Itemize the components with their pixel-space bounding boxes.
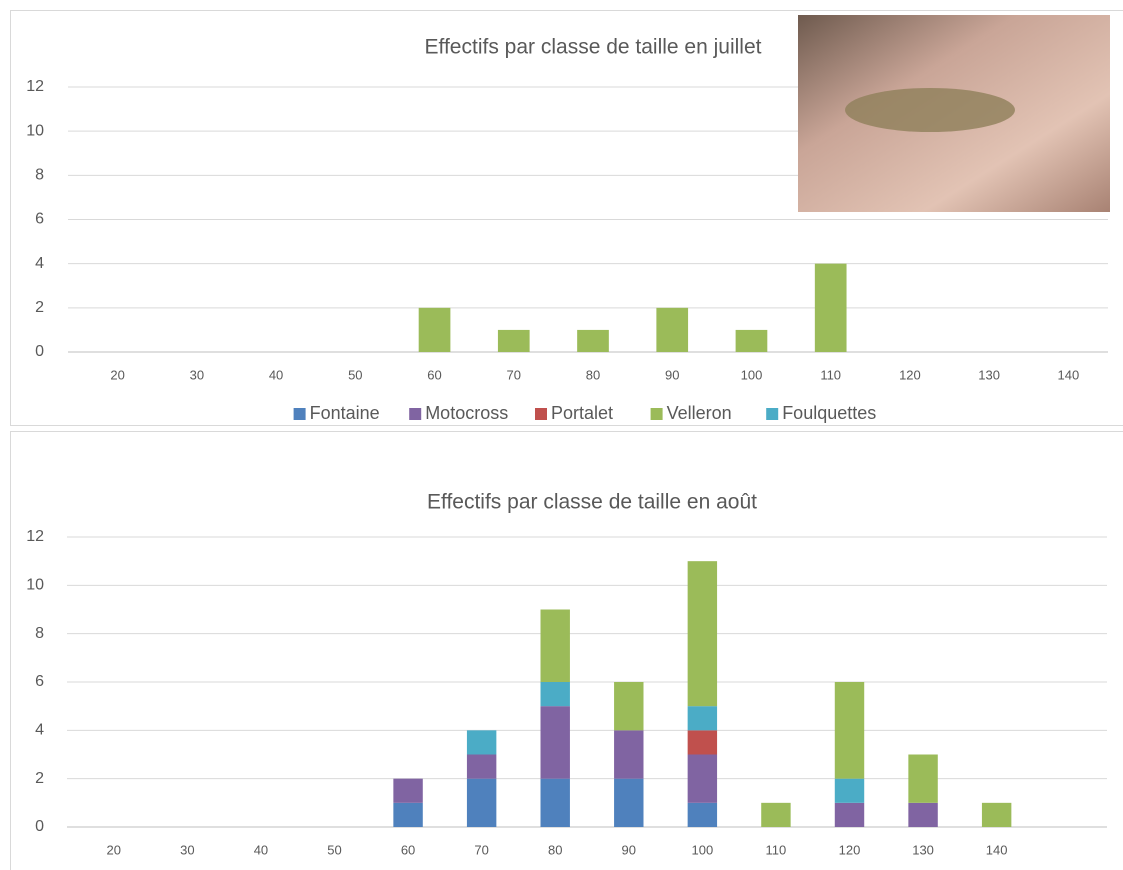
bar-segment: [540, 609, 570, 682]
bar-segment: [466, 778, 497, 827]
y-tick-label: 2: [35, 770, 44, 787]
legend-label: Foulquettes: [782, 403, 876, 423]
bar-segment: [687, 754, 718, 803]
bar-segment: [834, 802, 865, 827]
legend-swatch: [650, 408, 663, 420]
x-tick-label: 40: [269, 367, 283, 382]
bar-segment: [687, 802, 718, 827]
bar-segment: [614, 682, 644, 731]
bar-segment: [761, 802, 791, 827]
x-tick-label: 40: [254, 842, 268, 857]
bar-segment: [735, 329, 768, 352]
bar-segment: [497, 329, 530, 352]
bar-segment: [577, 329, 609, 352]
x-tick-label: 60: [401, 842, 415, 857]
x-tick-label: 120: [839, 842, 861, 857]
y-tick-label: 0: [35, 818, 44, 835]
bar-segment: [814, 263, 847, 352]
y-tick-label: 12: [26, 78, 44, 95]
bar-segment: [540, 706, 570, 779]
bar-segment: [466, 730, 497, 755]
y-tick-label: 2: [35, 299, 44, 316]
x-tick-label: 50: [348, 367, 362, 382]
chart-title: Effectifs par classe de taille en août: [427, 491, 757, 514]
x-tick-label: 30: [190, 367, 204, 382]
legend-swatch: [293, 408, 306, 420]
y-tick-label: 8: [35, 167, 44, 184]
x-tick-label: 80: [586, 367, 600, 382]
x-tick-label: 20: [107, 842, 121, 857]
bar-segment: [614, 778, 644, 827]
x-tick-label: 120: [899, 367, 921, 382]
bar-segment: [908, 754, 938, 803]
photo-fish: [845, 88, 1015, 132]
bar-segment: [614, 730, 644, 779]
y-tick-label: 6: [35, 211, 44, 228]
legend-label: Motocross: [425, 403, 508, 423]
bar-segment: [687, 561, 718, 707]
legend-label: Fontaine: [310, 403, 380, 423]
x-tick-label: 140: [1058, 367, 1080, 382]
x-tick-label: 130: [912, 842, 934, 857]
bar-segment: [540, 778, 570, 827]
bar-segment: [834, 778, 865, 803]
bar-segment: [687, 706, 718, 731]
legend-label: Portalet: [551, 403, 613, 423]
x-tick-label: 100: [692, 842, 714, 857]
x-tick-label: 110: [820, 367, 841, 382]
bar-segment: [908, 802, 938, 827]
y-tick-label: 4: [35, 722, 44, 739]
x-tick-label: 90: [665, 367, 679, 382]
bar-segment: [393, 802, 423, 827]
y-tick-label: 4: [35, 255, 44, 272]
legend-label: Velleron: [667, 403, 732, 423]
chart-title: Effectifs par classe de taille en juille…: [425, 36, 762, 59]
legend-swatch: [535, 408, 547, 420]
x-tick-label: 20: [110, 367, 124, 382]
legend-swatch: [766, 408, 779, 420]
x-tick-label: 80: [548, 842, 562, 857]
bar-segment: [834, 682, 865, 779]
y-tick-label: 8: [35, 625, 44, 642]
bar-segment: [418, 307, 451, 352]
y-tick-label: 12: [26, 528, 44, 545]
x-tick-label: 60: [427, 367, 441, 382]
x-tick-label: 50: [327, 842, 341, 857]
x-tick-label: 130: [978, 367, 1000, 382]
bar-segment: [466, 754, 497, 779]
x-tick-label: 110: [766, 842, 787, 857]
bar-segment: [656, 307, 689, 352]
x-tick-label: 70: [507, 367, 521, 382]
y-tick-label: 10: [26, 577, 44, 594]
x-tick-label: 30: [180, 842, 194, 857]
x-tick-label: 140: [986, 842, 1008, 857]
legend-swatch: [409, 408, 422, 420]
y-tick-label: 0: [35, 343, 44, 360]
x-tick-label: 70: [474, 842, 488, 857]
x-tick-label: 100: [741, 367, 763, 382]
y-tick-label: 6: [35, 673, 44, 690]
x-tick-label: 90: [622, 842, 636, 857]
bar-segment: [540, 682, 570, 707]
y-tick-label: 10: [26, 122, 44, 139]
bar-segment: [393, 778, 423, 803]
bar-segment: [981, 802, 1012, 827]
bar-segment: [687, 730, 718, 755]
